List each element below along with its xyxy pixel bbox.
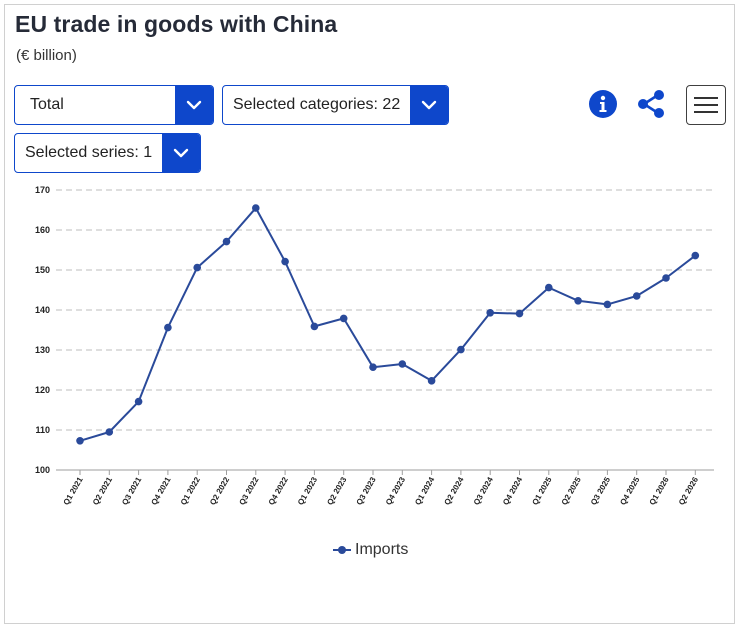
x-tick-label: Q3 2025 bbox=[589, 475, 612, 507]
data-point bbox=[691, 251, 700, 260]
series-dropdown[interactable]: Selected series: 1 bbox=[14, 133, 201, 173]
x-tick-label: Q2 2023 bbox=[325, 475, 348, 507]
series-dropdown-toggle[interactable] bbox=[162, 134, 200, 172]
data-point bbox=[310, 322, 319, 331]
legend-marker bbox=[333, 546, 351, 554]
data-point bbox=[662, 274, 670, 282]
data-point bbox=[574, 297, 582, 305]
menu-bar bbox=[694, 97, 718, 99]
x-tick-label: Q2 2022 bbox=[208, 475, 231, 507]
chevron-down-icon bbox=[421, 100, 437, 110]
x-tick-label: Q1 2024 bbox=[413, 475, 436, 507]
x-tick-label: Q2 2025 bbox=[560, 475, 583, 507]
data-point bbox=[603, 300, 612, 309]
data-point bbox=[76, 437, 84, 445]
x-tick-label: Q1 2025 bbox=[530, 475, 553, 507]
chevron-down-icon bbox=[186, 100, 202, 110]
categories-dropdown[interactable]: Selected categories: 22 bbox=[222, 85, 449, 125]
data-point bbox=[632, 292, 641, 300]
y-tick-label: 100 bbox=[35, 465, 50, 475]
x-tick-label: Q4 2025 bbox=[618, 475, 641, 507]
x-tick-label: Q4 2023 bbox=[384, 475, 407, 507]
x-tick-label: Q1 2022 bbox=[179, 475, 202, 507]
data-point bbox=[369, 363, 377, 371]
data-point bbox=[281, 257, 289, 266]
page-title: EU trade in goods with China bbox=[15, 11, 338, 37]
share-icon[interactable] bbox=[636, 89, 666, 119]
x-tick-label: Q3 2021 bbox=[120, 475, 143, 507]
data-point bbox=[222, 237, 231, 246]
y-tick-label: 120 bbox=[35, 385, 50, 395]
data-point bbox=[515, 309, 524, 318]
line-chart: 100 110 120 130 140 150 160 170 Q1 2021 Q2 2021 Q3… bbox=[35, 185, 714, 507]
flow-dropdown[interactable]: Total bbox=[14, 85, 214, 125]
x-tick-label: Q1 2023 bbox=[296, 475, 319, 507]
hamburger-menu-icon[interactable] bbox=[686, 85, 726, 125]
data-point bbox=[457, 345, 465, 354]
x-tick-label: Q4 2024 bbox=[501, 475, 524, 507]
data-point bbox=[164, 323, 172, 332]
data-point bbox=[105, 428, 114, 436]
categories-dropdown-toggle[interactable] bbox=[410, 86, 448, 124]
y-tick-label: 170 bbox=[35, 185, 50, 195]
series-dropdown-label: Selected series: 1 bbox=[25, 144, 153, 161]
legend-item-imports[interactable]: Imports bbox=[333, 541, 408, 559]
x-tick-label: Q2 2026 bbox=[677, 475, 700, 507]
x-tick-label: Q4 2021 bbox=[149, 475, 172, 507]
y-tick-label: 130 bbox=[35, 345, 50, 355]
y-tick-label: 160 bbox=[35, 225, 50, 235]
info-icon[interactable] bbox=[589, 90, 617, 118]
data-point bbox=[545, 283, 553, 292]
flow-dropdown-toggle[interactable] bbox=[175, 86, 213, 124]
x-tick-label: Q2 2021 bbox=[91, 475, 114, 507]
chevron-down-icon bbox=[173, 148, 189, 158]
legend-label: Imports bbox=[355, 541, 409, 558]
data-point bbox=[398, 360, 407, 368]
x-tick-label: Q1 2021 bbox=[62, 475, 85, 507]
chart-subtitle: (€ billion) bbox=[16, 47, 77, 64]
x-tick-label: Q2 2024 bbox=[442, 475, 465, 507]
x-tick-label: Q3 2023 bbox=[355, 475, 378, 507]
x-tick-label: Q3 2022 bbox=[237, 475, 260, 507]
menu-bar bbox=[694, 111, 718, 113]
data-point bbox=[134, 397, 143, 406]
menu-bar bbox=[694, 104, 718, 106]
data-point bbox=[486, 309, 495, 317]
data-point bbox=[427, 377, 436, 385]
y-tick-label: 110 bbox=[35, 425, 50, 435]
data-point bbox=[339, 314, 348, 323]
flow-dropdown-label: Total bbox=[30, 96, 64, 113]
data-point bbox=[193, 263, 201, 272]
y-tick-label: 150 bbox=[35, 265, 50, 275]
x-tick-label: Q3 2024 bbox=[472, 475, 495, 507]
x-tick-label: Q4 2022 bbox=[267, 475, 290, 507]
categories-dropdown-label: Selected categories: 22 bbox=[233, 96, 401, 113]
x-tick-label: Q1 2026 bbox=[648, 475, 671, 507]
data-point bbox=[252, 204, 260, 212]
series-line-imports bbox=[79, 207, 696, 442]
y-tick-label: 140 bbox=[35, 305, 50, 315]
